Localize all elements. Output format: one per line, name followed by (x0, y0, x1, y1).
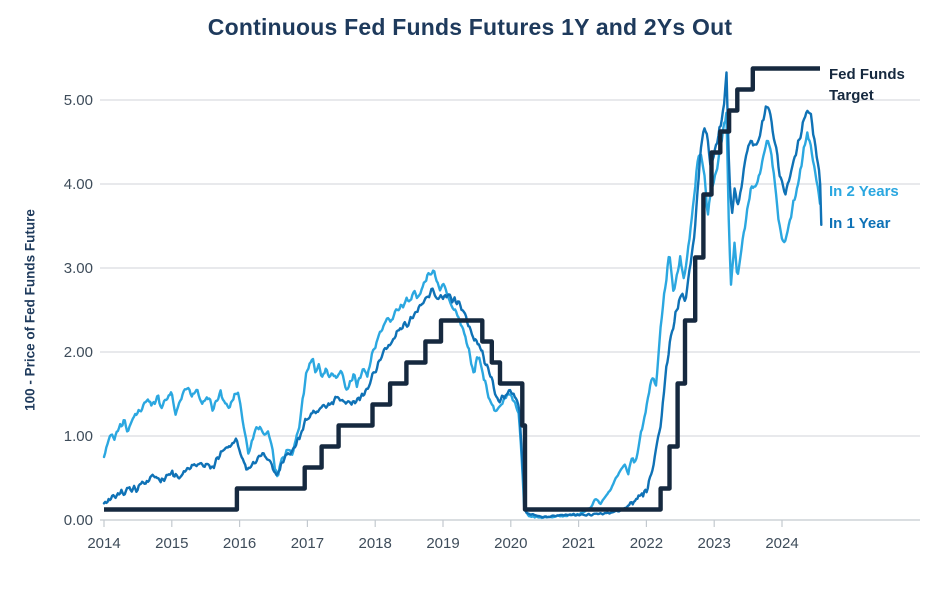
y-tick-label: 3.00 (64, 260, 93, 277)
x-tick-label: 2019 (426, 535, 459, 552)
x-tick-label: 2017 (291, 535, 324, 552)
x-tick-label: 2021 (562, 535, 595, 552)
fed-funds-target-line (104, 66, 820, 512)
x-tick-label: 2015 (155, 535, 188, 552)
gridlines (100, 99, 920, 521)
x-tick-label: 2020 (494, 535, 527, 552)
legend-fed-funds-target: Fed Funds Target (829, 66, 905, 104)
x-tick-label: 2018 (359, 535, 392, 552)
y-tick-label: 0.00 (64, 512, 93, 529)
x-tick-label: 2024 (765, 535, 798, 552)
x-axis: 2014 2015 2016 2017 2018 2019 2020 2021 2022 2023… (87, 520, 799, 552)
y-tick-label: 2.00 (64, 344, 93, 361)
in-1-year-line (102, 71, 823, 519)
y-tick-label: 4.00 (64, 176, 93, 193)
x-tick-label: 2022 (630, 535, 663, 552)
y-axis: 0.00 1.00 2.00 3.00 4.00 5.00 (64, 92, 93, 529)
x-tick-label: 2016 (223, 535, 256, 552)
chart-title: Continuous Fed Funds Futures 1Y and 2Ys … (207, 14, 733, 40)
y-tick-label: 1.00 (64, 428, 93, 445)
x-tick-label: 2023 (698, 535, 731, 552)
y-tick-label: 5.00 (64, 92, 93, 109)
legend-in-2-years: In 2 Years (829, 183, 899, 200)
legend-in-1-year: In 1 Year (829, 215, 891, 232)
x-tick-label: 2014 (87, 535, 120, 552)
